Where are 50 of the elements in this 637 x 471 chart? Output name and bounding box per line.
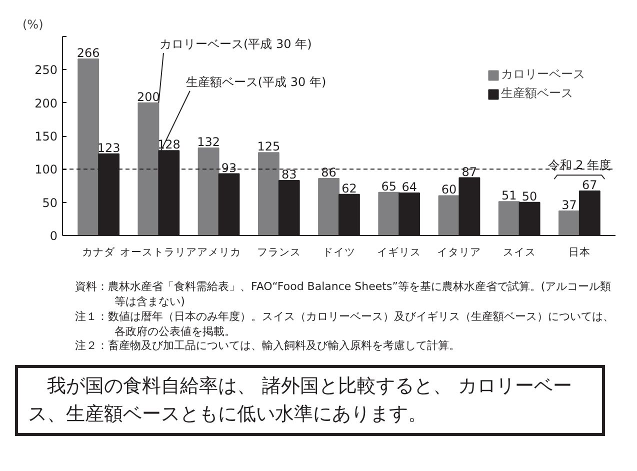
data-label: 132	[197, 134, 220, 149]
bar	[318, 178, 340, 236]
text: 資料：農林水産省「食料需給表」、FAO“Food Balance Sheets”等を基に農林水産省で試算。(アルコール類等は含まない)	[75, 280, 612, 310]
x-tick-label: オーストラリア	[120, 246, 198, 258]
x-tick-label: イタリア	[437, 246, 482, 258]
bar	[78, 58, 100, 236]
y-tick-label: 0	[50, 229, 58, 243]
y-tick-label: 150	[34, 130, 58, 144]
bar	[558, 210, 580, 236]
x-tick-label: フランス	[256, 246, 301, 258]
data-label: 200	[137, 90, 160, 104]
annotation: 生産額ベース(平成 30 年)	[186, 74, 326, 89]
legend-label: 生産額ベース	[501, 85, 573, 102]
data-label: 51	[501, 188, 517, 203]
annotation: 令和 2 年度	[548, 158, 612, 172]
data-label: 65	[381, 179, 397, 194]
data-label: 83	[281, 167, 297, 182]
y-tick-label: 100	[34, 162, 58, 177]
data-label: 93	[221, 160, 237, 175]
x-tick-label: スイス	[502, 246, 536, 258]
text: 注１：数値は暦年（日本のみ年度）。スイス（カロリーベース）及びイギリス（生産額ベース）については、各政府の公表値を掲載。	[75, 310, 615, 340]
bar	[198, 147, 220, 236]
data-label: 67	[582, 178, 598, 192]
data-label: 64	[402, 180, 417, 194]
x-tick-label: イギリス	[377, 246, 422, 258]
data-label: 87	[462, 164, 478, 179]
y-tick-label: 50	[42, 196, 58, 210]
text: 注２：畜産物及び加工品については、輸入飼料及び輸入原料を考慮して計算。	[75, 339, 461, 354]
data-label: 62	[342, 181, 357, 196]
data-label: 60	[441, 182, 457, 197]
legend-label: カロリーベース	[501, 66, 585, 83]
bar	[138, 102, 160, 236]
data-label: 125	[257, 140, 280, 154]
bar	[438, 195, 460, 236]
y-axis-title: (%)	[22, 18, 44, 32]
x-tick-label: 日本	[568, 246, 590, 258]
data-label: 266	[76, 46, 100, 60]
annotation: カロリーベース(平成 30 年)	[159, 37, 312, 52]
x-tick-label: カナダ	[82, 246, 116, 258]
bar	[378, 192, 400, 236]
data-label: 50	[522, 189, 538, 204]
y-tick-label: 250	[34, 63, 58, 78]
bar	[498, 201, 520, 236]
text: 我が国の食料自給率は、 諸外国と比較すると、 カロリーベース、生産額ベースともに低い水準にあります。	[15, 364, 605, 436]
data-label: 37	[562, 198, 577, 212]
x-tick-label: ドイツ	[322, 246, 356, 258]
x-tick-label: アメリカ	[196, 246, 241, 258]
bar	[258, 152, 280, 236]
y-tick-label: 200	[34, 96, 58, 110]
data-label: 86	[321, 165, 336, 180]
